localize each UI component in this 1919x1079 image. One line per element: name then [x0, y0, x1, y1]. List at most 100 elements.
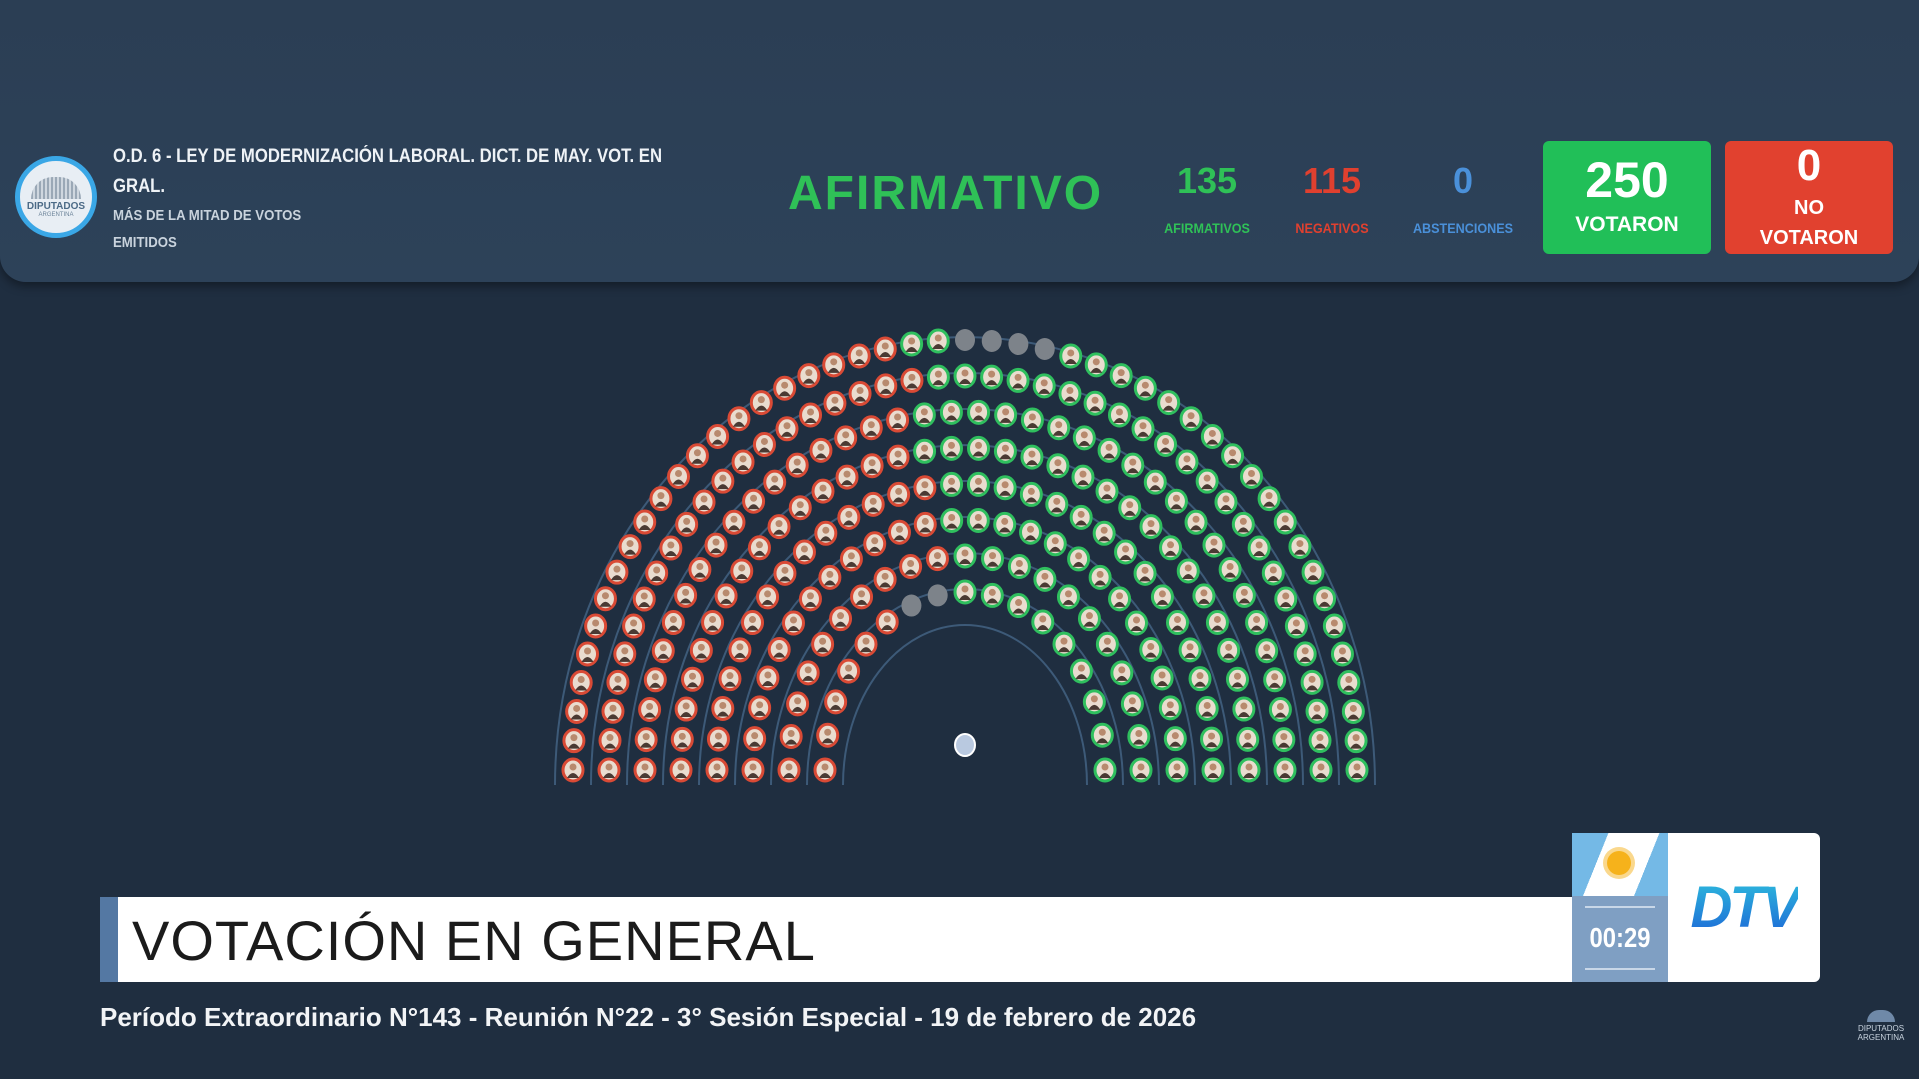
deputy-photo-icon — [854, 396, 867, 402]
deputy-photo-icon — [710, 548, 723, 554]
seat-negativo — [704, 532, 728, 558]
deputy-photo-icon — [657, 653, 670, 659]
seat-afirmativo — [1143, 469, 1167, 495]
vote-result: AFIRMATIVO — [788, 167, 1104, 220]
seat-negativo — [775, 416, 799, 442]
deputy-photo-icon — [845, 561, 858, 567]
afirmativos-value: 135 — [1176, 160, 1238, 201]
deputy-photo-icon — [778, 576, 791, 582]
deputy-photo-icon — [959, 379, 971, 384]
deputy-photo-icon — [1115, 675, 1128, 681]
deputy-photo-icon — [679, 598, 692, 604]
deputy-photo-icon — [1306, 685, 1319, 691]
abstenciones-value: 0 — [1452, 160, 1474, 201]
seat-afirmativo — [1114, 539, 1138, 565]
deputy-photo-icon — [816, 647, 829, 653]
seat-afirmativo — [1139, 637, 1163, 663]
deputy-photo-icon — [959, 595, 971, 600]
seat-afirmativo — [940, 507, 964, 533]
row-guide-arc — [734, 516, 1196, 786]
deputy-photo-icon — [1156, 599, 1169, 605]
seat-afirmativo — [953, 543, 977, 569]
deputy-photo-icon — [570, 714, 583, 720]
seat-negativo — [622, 613, 646, 639]
deputy-photo-icon — [1115, 378, 1128, 384]
deputy-photo-icon — [606, 714, 619, 720]
deputy-photo-icon — [1088, 704, 1101, 710]
seat-afirmativo — [1201, 757, 1225, 783]
seat-afirmativo — [1237, 757, 1261, 783]
deputy-photo-icon — [1025, 460, 1038, 466]
seat-negativo — [747, 535, 771, 561]
deputy-photo-icon — [1123, 510, 1136, 516]
deputy-photo-icon — [773, 529, 786, 535]
negativos-count: 115 NEGATIVOS — [1267, 160, 1397, 236]
seat-negativo — [763, 469, 787, 495]
deputy-photo-icon — [1126, 468, 1139, 474]
seat-negativo — [823, 390, 847, 416]
dtv-logo: DTV — [1668, 833, 1820, 982]
seat-negativo — [854, 631, 878, 657]
deputy-photo-icon — [650, 576, 663, 581]
deputy-photo-icon — [1243, 773, 1255, 778]
deputy-photo-icon — [1026, 423, 1039, 429]
deputy-photo-icon — [814, 453, 827, 459]
deputy-photo-icon — [1164, 550, 1177, 556]
seat-negativo — [576, 641, 600, 667]
seat-afirmativo — [1344, 728, 1368, 754]
seat-negativo — [837, 658, 861, 684]
seat-afirmativo — [1221, 443, 1245, 469]
seat-afirmativo — [1077, 606, 1101, 632]
seat-negativo — [773, 375, 797, 401]
seat-negativo — [834, 425, 858, 451]
deputy-photo-icon — [1024, 535, 1037, 541]
seat-afirmativo — [1273, 757, 1297, 783]
deputy-photo-icon — [711, 773, 723, 778]
deputy-photo-icon — [761, 599, 774, 605]
seat-afirmativo — [926, 328, 950, 354]
seat-negativo — [633, 757, 657, 783]
seat-negativo — [598, 728, 622, 754]
deputy-photo-icon — [972, 487, 985, 493]
deputy-photo-icon — [839, 440, 852, 446]
seat-afirmativo — [953, 579, 977, 605]
deputy-photo-icon — [1038, 388, 1051, 394]
bill-title: O.D. 6 - LEY DE MODERNIZACIÓN LABORAL. D… — [113, 146, 663, 197]
deputy-photo-icon — [1279, 602, 1292, 608]
deputy-photo-icon — [1139, 391, 1152, 397]
seat-afirmativo — [1341, 698, 1365, 724]
deputy-photo-icon — [1231, 682, 1244, 688]
deputy-photo-icon — [945, 523, 958, 529]
seat-afirmativo — [1082, 689, 1106, 715]
seat-afirmativo — [1284, 613, 1308, 639]
votaron-box: 250 VOTARON — [1543, 141, 1711, 254]
seat-afirmativo — [1322, 613, 1346, 639]
deputy-photo-icon — [1267, 576, 1280, 581]
seat-negativo — [788, 495, 812, 521]
seat-afirmativo — [1072, 425, 1096, 451]
deputy-photo-icon — [727, 525, 740, 531]
seat-afirmativo — [1232, 696, 1256, 722]
deputy-photo-icon — [866, 468, 879, 474]
deputy-photo-icon — [589, 629, 602, 635]
president-seat — [954, 733, 976, 757]
seat-afirmativo — [1093, 757, 1117, 783]
deputy-photo-icon — [819, 536, 832, 542]
seat-negativo — [773, 560, 797, 586]
seat-afirmativo — [1257, 486, 1281, 512]
deputy-photo-icon — [778, 391, 791, 397]
deputy-photo-icon — [758, 447, 771, 453]
deputy-photo-icon — [627, 629, 640, 635]
seat-negativo — [711, 696, 735, 722]
deputy-photo-icon — [904, 569, 917, 575]
lower-third-bar: VOTACIÓN EN GENERAL — [100, 897, 1572, 982]
seat-afirmativo — [1195, 696, 1219, 722]
deputy-photo-icon — [599, 601, 612, 607]
seat-negativo — [674, 582, 698, 608]
deputy-photo-icon — [821, 738, 834, 744]
seat-negativo — [681, 666, 705, 692]
seat-negativo — [829, 606, 853, 632]
seat-afirmativo — [1095, 631, 1119, 657]
seat-afirmativo — [1330, 641, 1354, 667]
seat-negativo — [861, 491, 885, 517]
